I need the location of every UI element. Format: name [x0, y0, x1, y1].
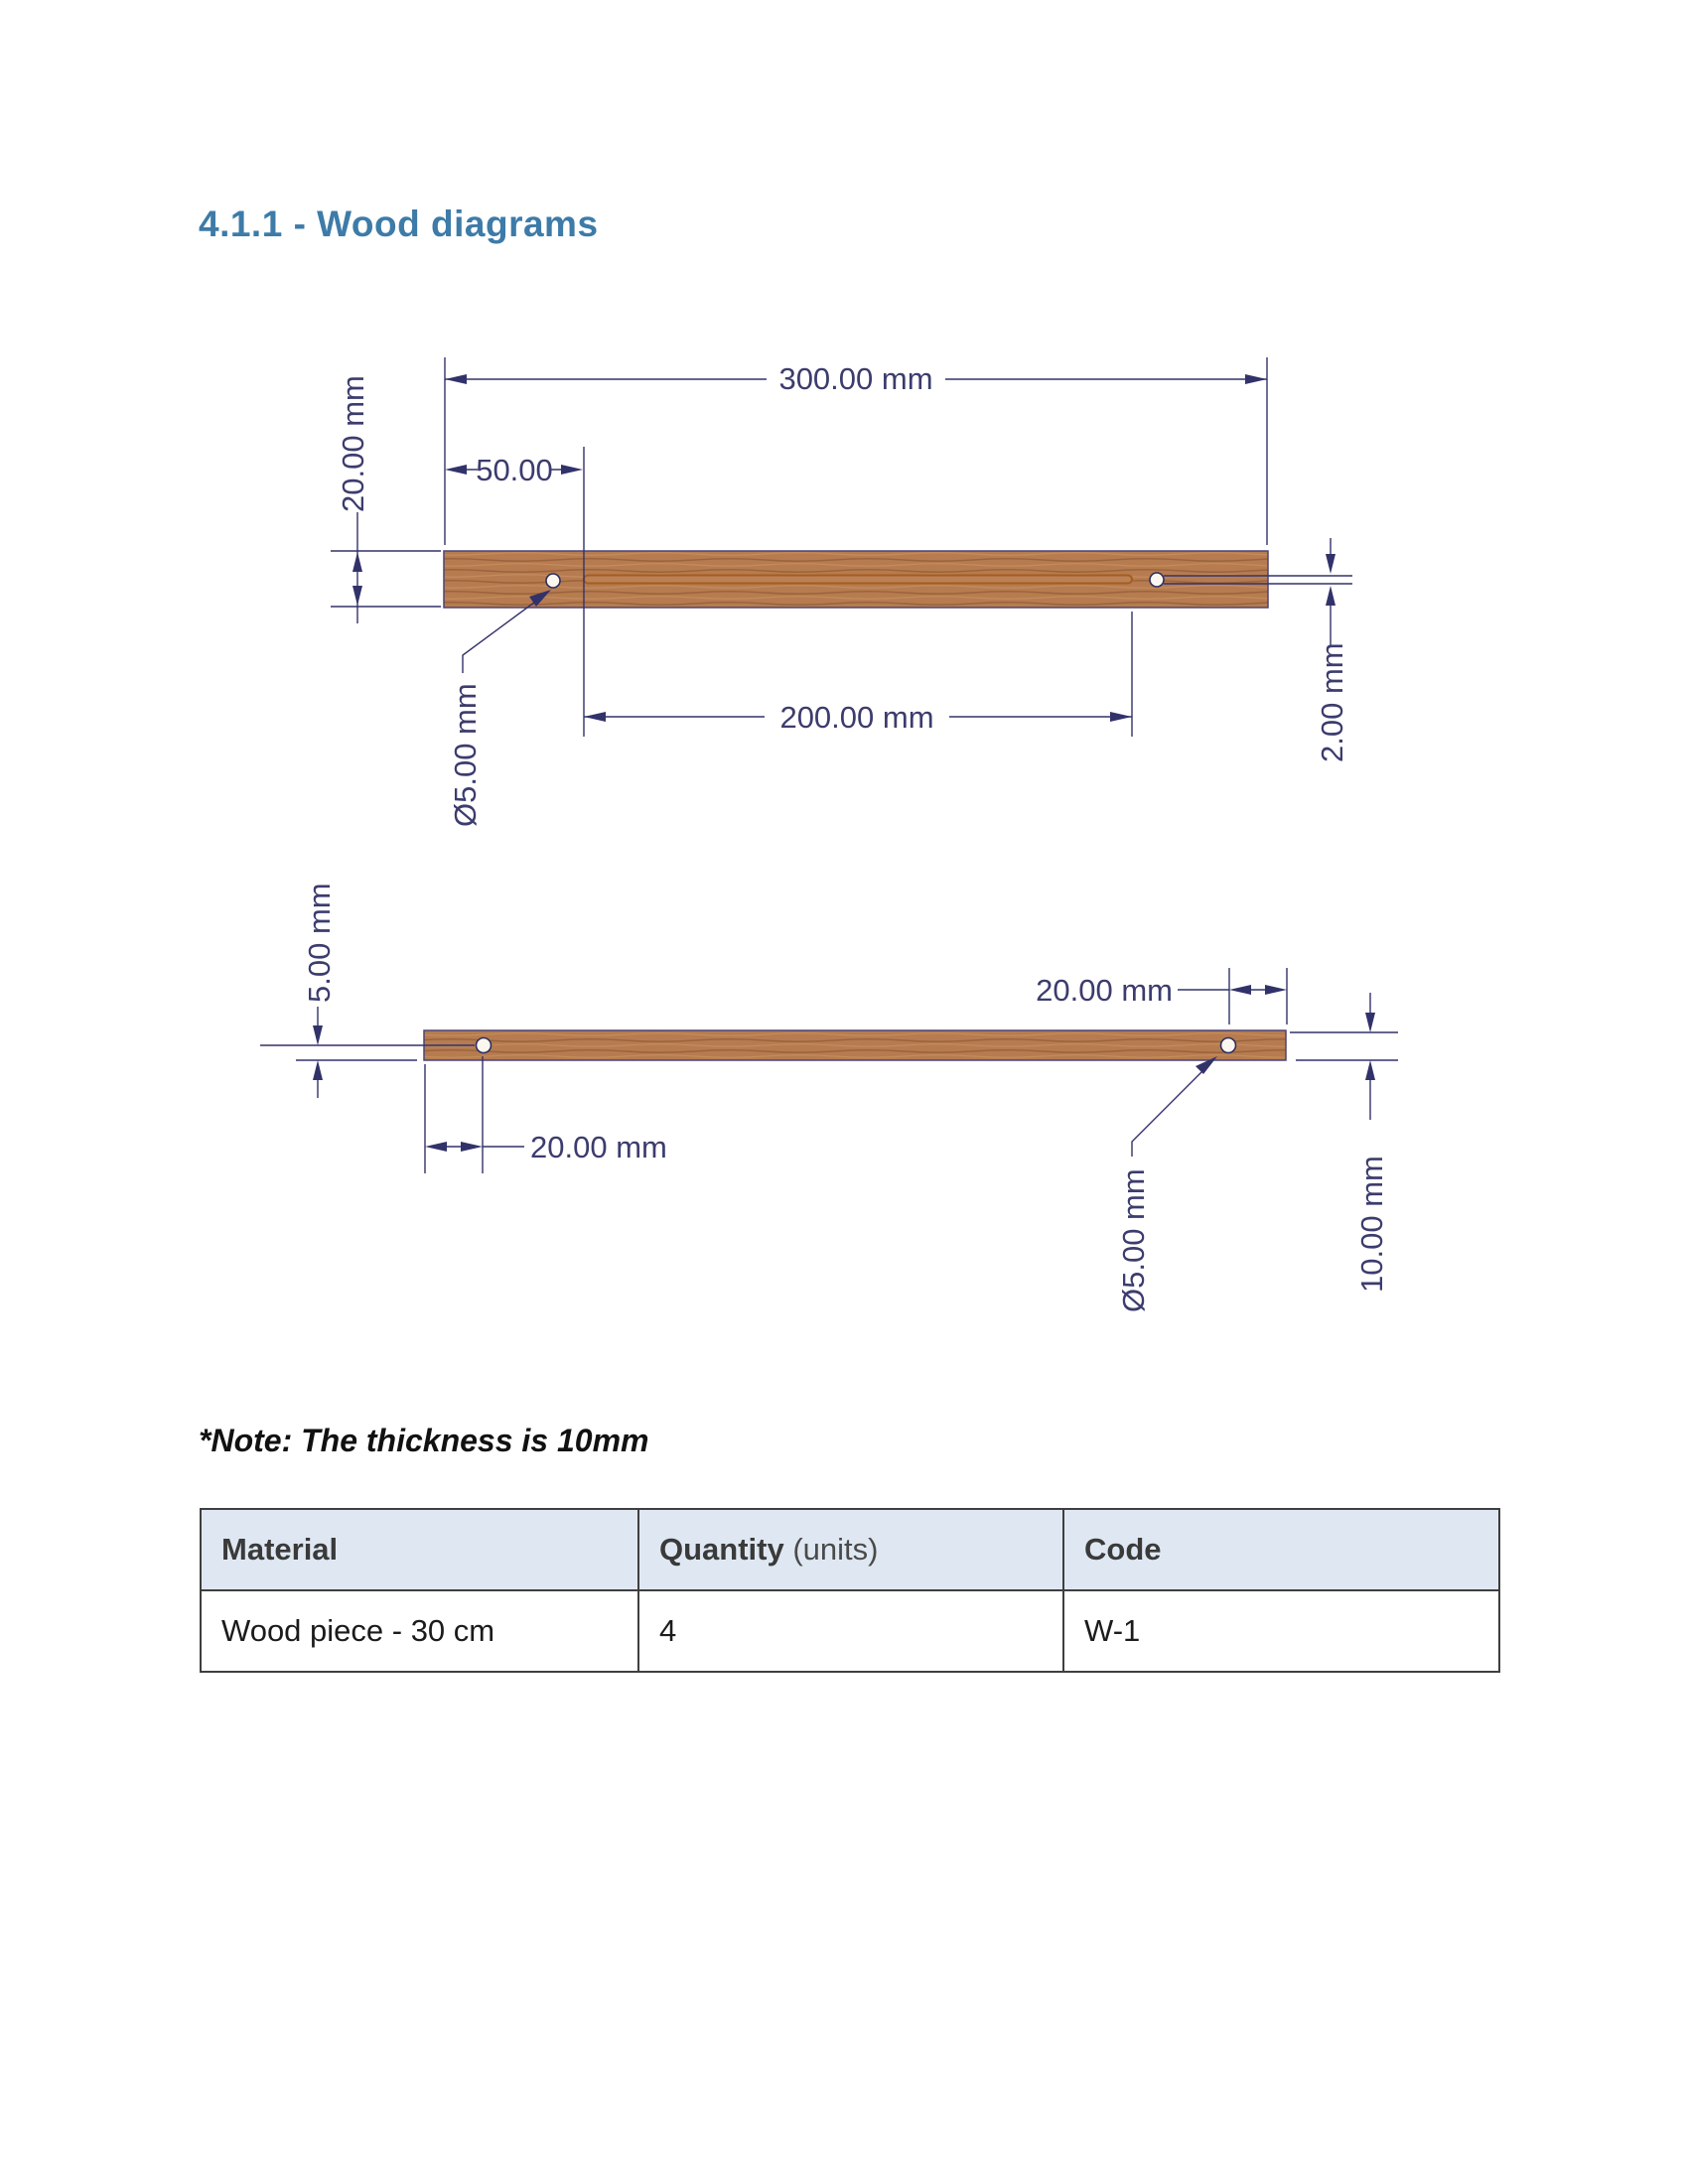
materials-table: Material Quantity (units) Code Wood piec… [200, 1508, 1500, 1673]
diagram-top-view: 300.00 mm 50.00 20.00 mm 200.00 mm Ø5.00… [331, 357, 1352, 827]
table-row: Wood piece - 30 cm 4 W-1 [200, 1589, 1500, 1673]
dim-label-hole-diameter-top-view: Ø5.00 mm [448, 683, 483, 827]
arrow-icon [1365, 1013, 1375, 1032]
dim-line-hole-from-right [1178, 968, 1288, 1024]
dim-line-thickness [1290, 993, 1398, 1120]
dim-label-hole-diameter-side-view: Ø5.00 mm [1116, 1168, 1151, 1312]
dim-label-hole-from-left: 20.00 mm [530, 1130, 667, 1164]
dim-label-hole-center-offset: 5.00 mm [302, 883, 337, 1003]
arrow-icon [352, 552, 362, 572]
table-header-row: Material Quantity (units) Code [200, 1508, 1500, 1591]
wood-bar-side-view [423, 1029, 1287, 1061]
arrow-icon [1326, 554, 1336, 574]
arrow-icon [1196, 1056, 1217, 1074]
cell-quantity: 4 [637, 1589, 1064, 1673]
arrow-icon [1245, 374, 1267, 384]
dim-label-length: 300.00 mm [778, 361, 932, 396]
dim-label-slot-offset: 50.00 [476, 453, 553, 487]
hole-leader-line [1131, 1061, 1212, 1157]
arrow-icon [425, 1142, 447, 1152]
hole-leader-line [462, 593, 547, 673]
slot [583, 574, 1133, 585]
dim-label-hole-from-right: 20.00 mm [1036, 973, 1173, 1008]
slot-left-hole [545, 573, 561, 589]
arrow-icon [1229, 985, 1251, 995]
arrow-icon [445, 465, 467, 475]
dim-line-hole-from-left [424, 1056, 524, 1173]
dim-label-thickness: 10.00 mm [1354, 1156, 1389, 1293]
dim-label-slot-length: 200.00 mm [779, 700, 933, 735]
arrow-icon [1110, 712, 1132, 722]
column-header-material: Material [200, 1508, 639, 1591]
right-end-hole [1219, 1036, 1237, 1054]
arrow-icon [584, 712, 606, 722]
arrow-icon [313, 1060, 323, 1080]
arrow-icon [313, 1025, 323, 1045]
arrow-icon [529, 590, 551, 607]
arrow-icon [1265, 985, 1287, 995]
thickness-note: *Note: The thickness is 10mm [199, 1423, 649, 1458]
dim-label-slot-width: 2.00 mm [1315, 642, 1349, 762]
arrow-icon [352, 586, 362, 606]
dim-label-width: 20.00 mm [336, 375, 370, 512]
cell-code: W-1 [1062, 1589, 1500, 1673]
arrow-icon [445, 374, 467, 384]
column-header-code: Code [1062, 1508, 1500, 1591]
column-header-quantity: Quantity (units) [637, 1508, 1064, 1591]
dim-line-hole-center-offset [260, 1007, 475, 1098]
diagram-side-view: 5.00 mm 20.00 mm 20.00 mm 10.00 mm Ø5.00… [260, 883, 1398, 1312]
arrow-icon [561, 465, 583, 475]
slot-exit-lines [1164, 575, 1352, 585]
wood-bar-top-view [443, 550, 1269, 609]
page-title: 4.1.1 - Wood diagrams [199, 204, 599, 244]
left-end-hole [475, 1036, 492, 1054]
arrow-icon [461, 1142, 483, 1152]
cell-material: Wood piece - 30 cm [200, 1589, 639, 1673]
arrow-icon [1365, 1060, 1375, 1080]
slot-right-hole [1149, 572, 1165, 588]
extension-lines-top-view [331, 357, 1268, 737]
arrow-icon [1326, 586, 1336, 606]
